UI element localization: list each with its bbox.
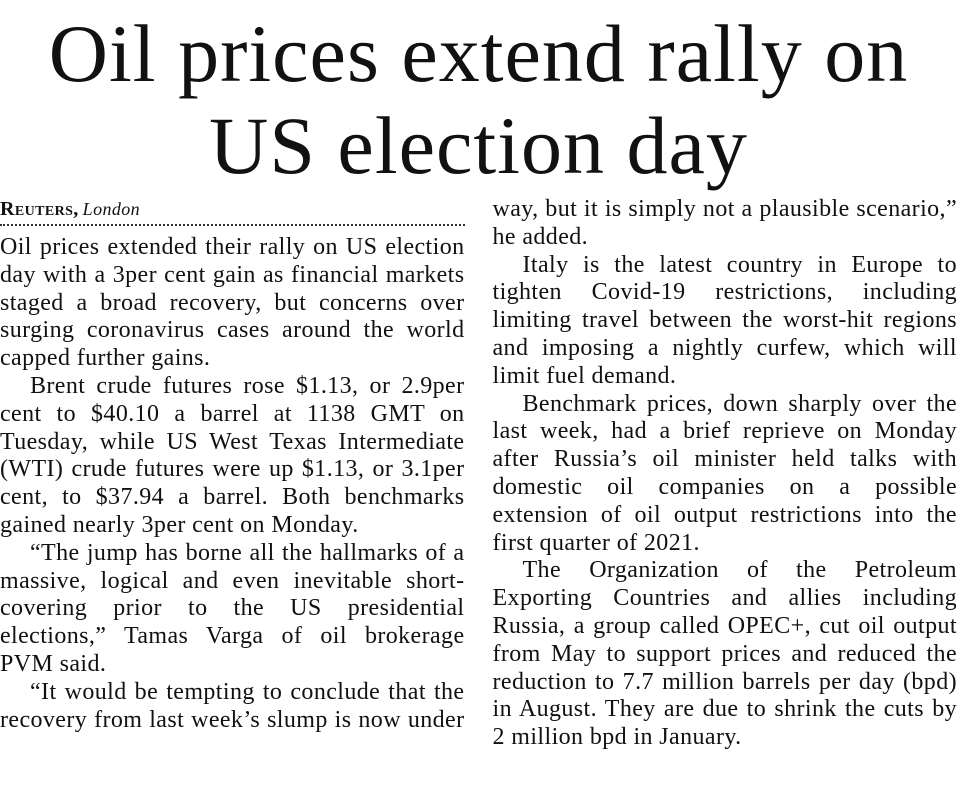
byline: Reuters, London xyxy=(0,196,465,226)
paragraph: “It would be tempting to conclude that t… xyxy=(0,196,957,733)
byline-agency: Reuters, xyxy=(0,198,79,220)
paragraph: Italy is the latest country in Europe to… xyxy=(492,251,957,389)
headline: Oil prices extend rally on US election d… xyxy=(48,8,909,191)
paragraph: Benchmark prices, down sharply over the … xyxy=(492,390,957,556)
paragraph: Oil prices extended their rally on US el… xyxy=(0,234,465,372)
paragraph: “The jump has borne all the hallmarks of… xyxy=(0,539,465,677)
article-body: Reuters, London Oil prices extended their… xyxy=(0,196,957,786)
paragraph: Brent crude futures rose $1.13, or 2.9pe… xyxy=(0,372,465,538)
byline-location: London xyxy=(82,199,141,219)
paragraph: The Organization of the Petroleum Export… xyxy=(492,557,957,751)
